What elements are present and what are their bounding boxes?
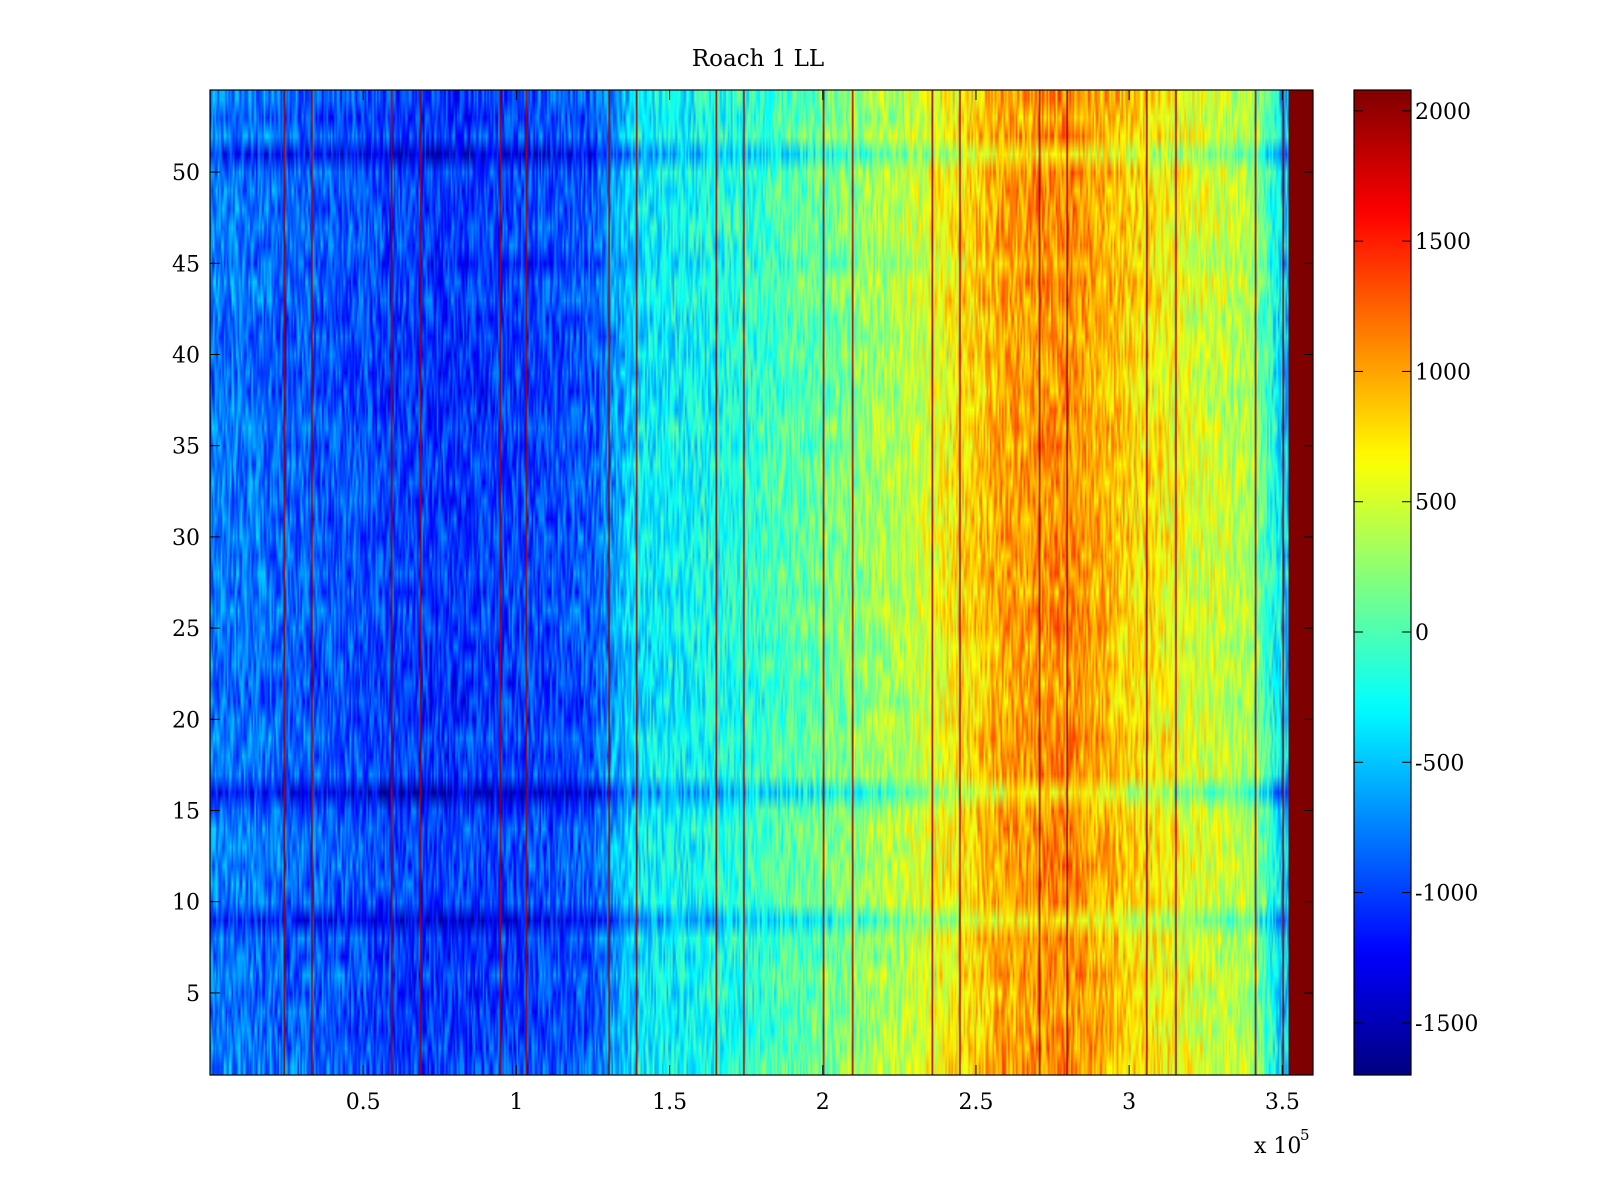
x-tick-label: 2 [816, 1090, 830, 1115]
colorbar-tick-label: 500 [1415, 491, 1457, 516]
colorbar-tick-label: 2000 [1415, 100, 1471, 125]
x-tick-label: 1 [509, 1090, 523, 1115]
x-multiplier-exponent: 5 [1300, 1126, 1310, 1144]
colorbar-tick-label: 1000 [1415, 360, 1471, 385]
y-tick-label: 15 [172, 800, 200, 825]
chart-title: Roach 1 LL [692, 46, 824, 72]
plot-frame [209, 89, 1314, 1076]
y-tick-label: 25 [172, 617, 200, 642]
y-tick-label: 10 [172, 891, 200, 916]
colorbar-tick-label: -1500 [1415, 1012, 1478, 1037]
x-multiplier-label: x 10 [1254, 1134, 1301, 1159]
colorbar-frame [1353, 89, 1412, 1076]
colorbar-tick-label: -500 [1415, 751, 1464, 776]
x-tick-label: 2.5 [958, 1090, 993, 1115]
x-tick-label: 1.5 [652, 1090, 687, 1115]
plot-area [209, 89, 1314, 1076]
colorbar-image [1354, 90, 1411, 1075]
colorbar-tick-label: 1500 [1415, 230, 1471, 255]
y-tick-label: 45 [172, 252, 200, 277]
y-tick-label: 35 [172, 435, 200, 460]
heatmap-image [210, 90, 1313, 1075]
y-tick-label: 30 [172, 526, 200, 551]
colorbar: -1500 -1000 -500 0 500 1000 1500 2000 [1353, 89, 1478, 1076]
colorbar-tick-label: -1000 [1415, 882, 1478, 907]
x-tick-label: 0.5 [346, 1090, 381, 1115]
y-tick-label: 5 [186, 982, 200, 1007]
colorbar-ticks: -1500 -1000 -500 0 500 1000 1500 2000 [1354, 100, 1478, 1037]
x-tick-label: 3.5 [1265, 1090, 1300, 1115]
x-tick-label: 3 [1122, 1090, 1136, 1115]
x-axis: 0.5 1 1.5 2 2.5 3 3.5 [346, 90, 1300, 1115]
colorbar-tick-label: 0 [1415, 621, 1429, 646]
y-tick-label: 20 [172, 708, 200, 733]
y-tick-label: 50 [172, 161, 200, 186]
y-tick-label: 40 [172, 343, 200, 368]
x-multiplier: x 10 5 [1254, 1126, 1310, 1159]
y-axis: 5 10 15 20 25 30 35 40 45 50 [172, 161, 1313, 1007]
